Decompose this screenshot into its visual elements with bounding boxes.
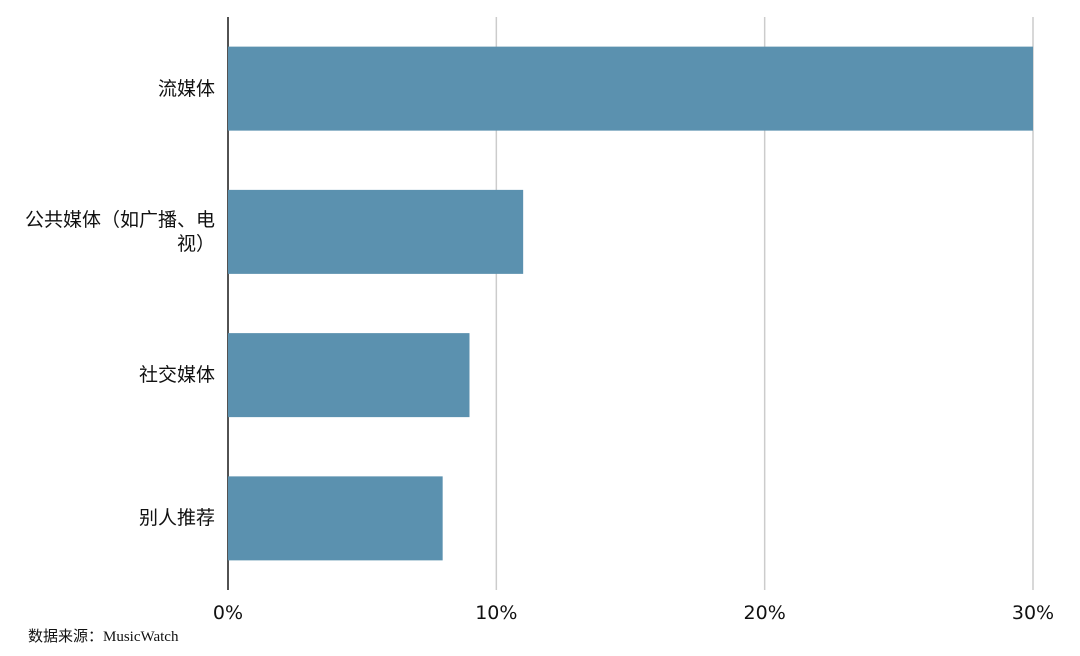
bar	[228, 333, 470, 418]
y-tick-label: 公共媒体（如广播、电视）	[24, 208, 215, 255]
bar	[228, 189, 524, 274]
x-tick-label: 30%	[1012, 602, 1054, 624]
bar	[228, 476, 443, 561]
source-note: 数据来源：MusicWatch	[28, 629, 179, 645]
x-tick-label: 10%	[475, 602, 517, 624]
x-tick-label: 20%	[744, 602, 786, 624]
y-tick-label: 别人推荐	[138, 507, 215, 530]
y-tick-label: 社交媒体	[138, 364, 215, 387]
y-tick-label: 流媒体	[157, 77, 215, 100]
x-tick-label: 0%	[213, 602, 243, 624]
bar	[228, 46, 1033, 131]
